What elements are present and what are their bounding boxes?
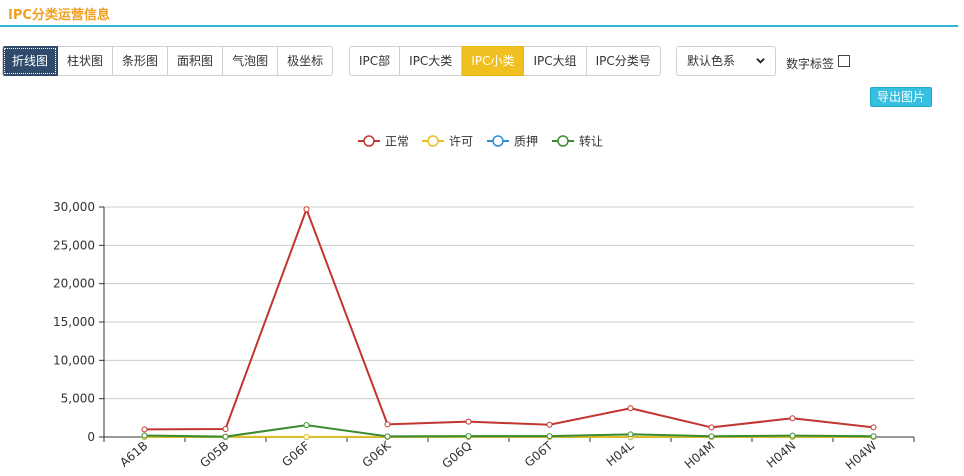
legend-label: 质押 [514, 135, 538, 149]
polar-chart-button[interactable]: 极坐标 [278, 46, 334, 76]
y-tick-label: 30,000 [53, 200, 95, 214]
ipc-subclass-button[interactable]: IPC小类 [462, 46, 525, 76]
number-label-text: 数字标签 [786, 57, 835, 71]
data-point [546, 433, 553, 440]
x-tick-label: G06K [360, 438, 395, 470]
series-line [144, 206, 874, 431]
color-scheme-dropdown[interactable]: 默认色系 [676, 46, 776, 76]
title-divider [0, 25, 958, 27]
ipc-section-button[interactable]: IPC部 [349, 46, 401, 76]
line-chart-button[interactable]: 折线图 [2, 46, 59, 76]
y-tick-label: 15,000 [53, 315, 95, 329]
x-tick-label: G06Q [439, 439, 474, 472]
x-tick-label: H04M [682, 439, 718, 472]
data-point [546, 421, 553, 428]
data-point [627, 405, 634, 412]
data-point [870, 424, 877, 431]
y-tick-label: 5,000 [61, 392, 95, 406]
data-point [141, 426, 148, 433]
chart-type-group: 折线图 柱状图 条形图 面积图 气泡图 极坐标 [2, 46, 334, 76]
panel-title: IPC分类运营信息 [8, 8, 110, 23]
data-point [384, 421, 391, 428]
data-point [222, 433, 229, 440]
export-image-button[interactable]: 导出图片 [870, 87, 933, 107]
data-point [708, 433, 715, 440]
x-tick-label: H04N [764, 439, 798, 471]
legend-label: 许可 [449, 135, 473, 149]
ipc-main-group-button[interactable]: IPC大组 [524, 46, 587, 76]
y-tick-label: 0 [87, 430, 95, 444]
bubble-chart-button[interactable]: 气泡图 [223, 46, 279, 76]
x-tick-label: G06F [279, 439, 312, 470]
data-point [708, 424, 715, 431]
color-scheme-value: 默认色系 [687, 54, 736, 68]
x-tick-label: A61B [117, 439, 150, 470]
x-tick-label: G06T [522, 438, 556, 470]
data-point [384, 433, 391, 440]
y-tick-label: 20,000 [53, 277, 95, 291]
data-point [141, 432, 148, 439]
data-point [303, 433, 310, 440]
legend-label: 正常 [385, 135, 409, 149]
area-chart-button[interactable]: 面积图 [168, 46, 224, 76]
x-tick-label: G05B [197, 439, 231, 471]
legend-marker [427, 135, 439, 147]
y-tick-label: 25,000 [53, 238, 95, 252]
ipc-class-button[interactable]: IPC大类 [400, 46, 463, 76]
ipc-code-button[interactable]: IPC分类号 [586, 46, 661, 76]
data-point [465, 418, 472, 425]
legend-marker [492, 135, 504, 147]
legend-marker [557, 135, 569, 147]
data-point [870, 433, 877, 440]
data-point [789, 415, 796, 422]
number-label-checkbox[interactable] [838, 55, 850, 67]
chevron-down-icon [756, 58, 765, 64]
x-tick-label: H04W [843, 438, 880, 472]
data-point [627, 431, 634, 438]
bar-chart-button[interactable]: 柱状图 [58, 46, 114, 76]
y-tick-label: 10,000 [53, 353, 95, 367]
x-tick-label: H04L [604, 438, 637, 469]
data-point [465, 433, 472, 440]
series-line [144, 424, 874, 438]
ipc-level-group: IPC部 IPC大类 IPC小类 IPC大组 IPC分类号 [349, 46, 661, 76]
data-point [222, 425, 229, 432]
data-point [303, 206, 310, 213]
data-point [789, 432, 796, 439]
legend-marker [363, 135, 375, 147]
data-point [303, 422, 310, 429]
legend-label: 转让 [579, 134, 603, 149]
horizontal-bar-chart-button[interactable]: 条形图 [113, 46, 169, 76]
